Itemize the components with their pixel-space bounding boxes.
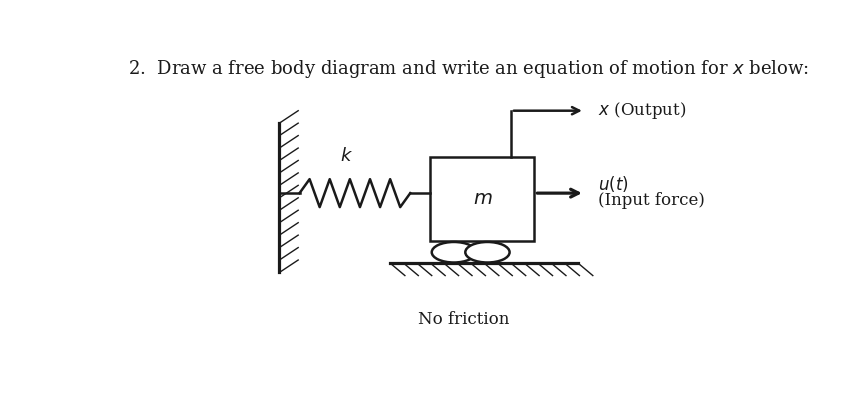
Text: No friction: No friction (418, 311, 510, 328)
Text: $x$ (Output): $x$ (Output) (598, 100, 687, 121)
Bar (430, 157, 534, 241)
Circle shape (432, 242, 476, 263)
Text: (Input force): (Input force) (598, 192, 705, 209)
Text: $k$: $k$ (340, 147, 353, 165)
Text: 2.  Draw a free body diagram and write an equation of motion for $x$ below:: 2. Draw a free body diagram and write an… (128, 58, 810, 80)
Text: $u(t)$: $u(t)$ (598, 174, 629, 194)
Circle shape (465, 242, 509, 263)
Text: $m$: $m$ (473, 190, 492, 208)
